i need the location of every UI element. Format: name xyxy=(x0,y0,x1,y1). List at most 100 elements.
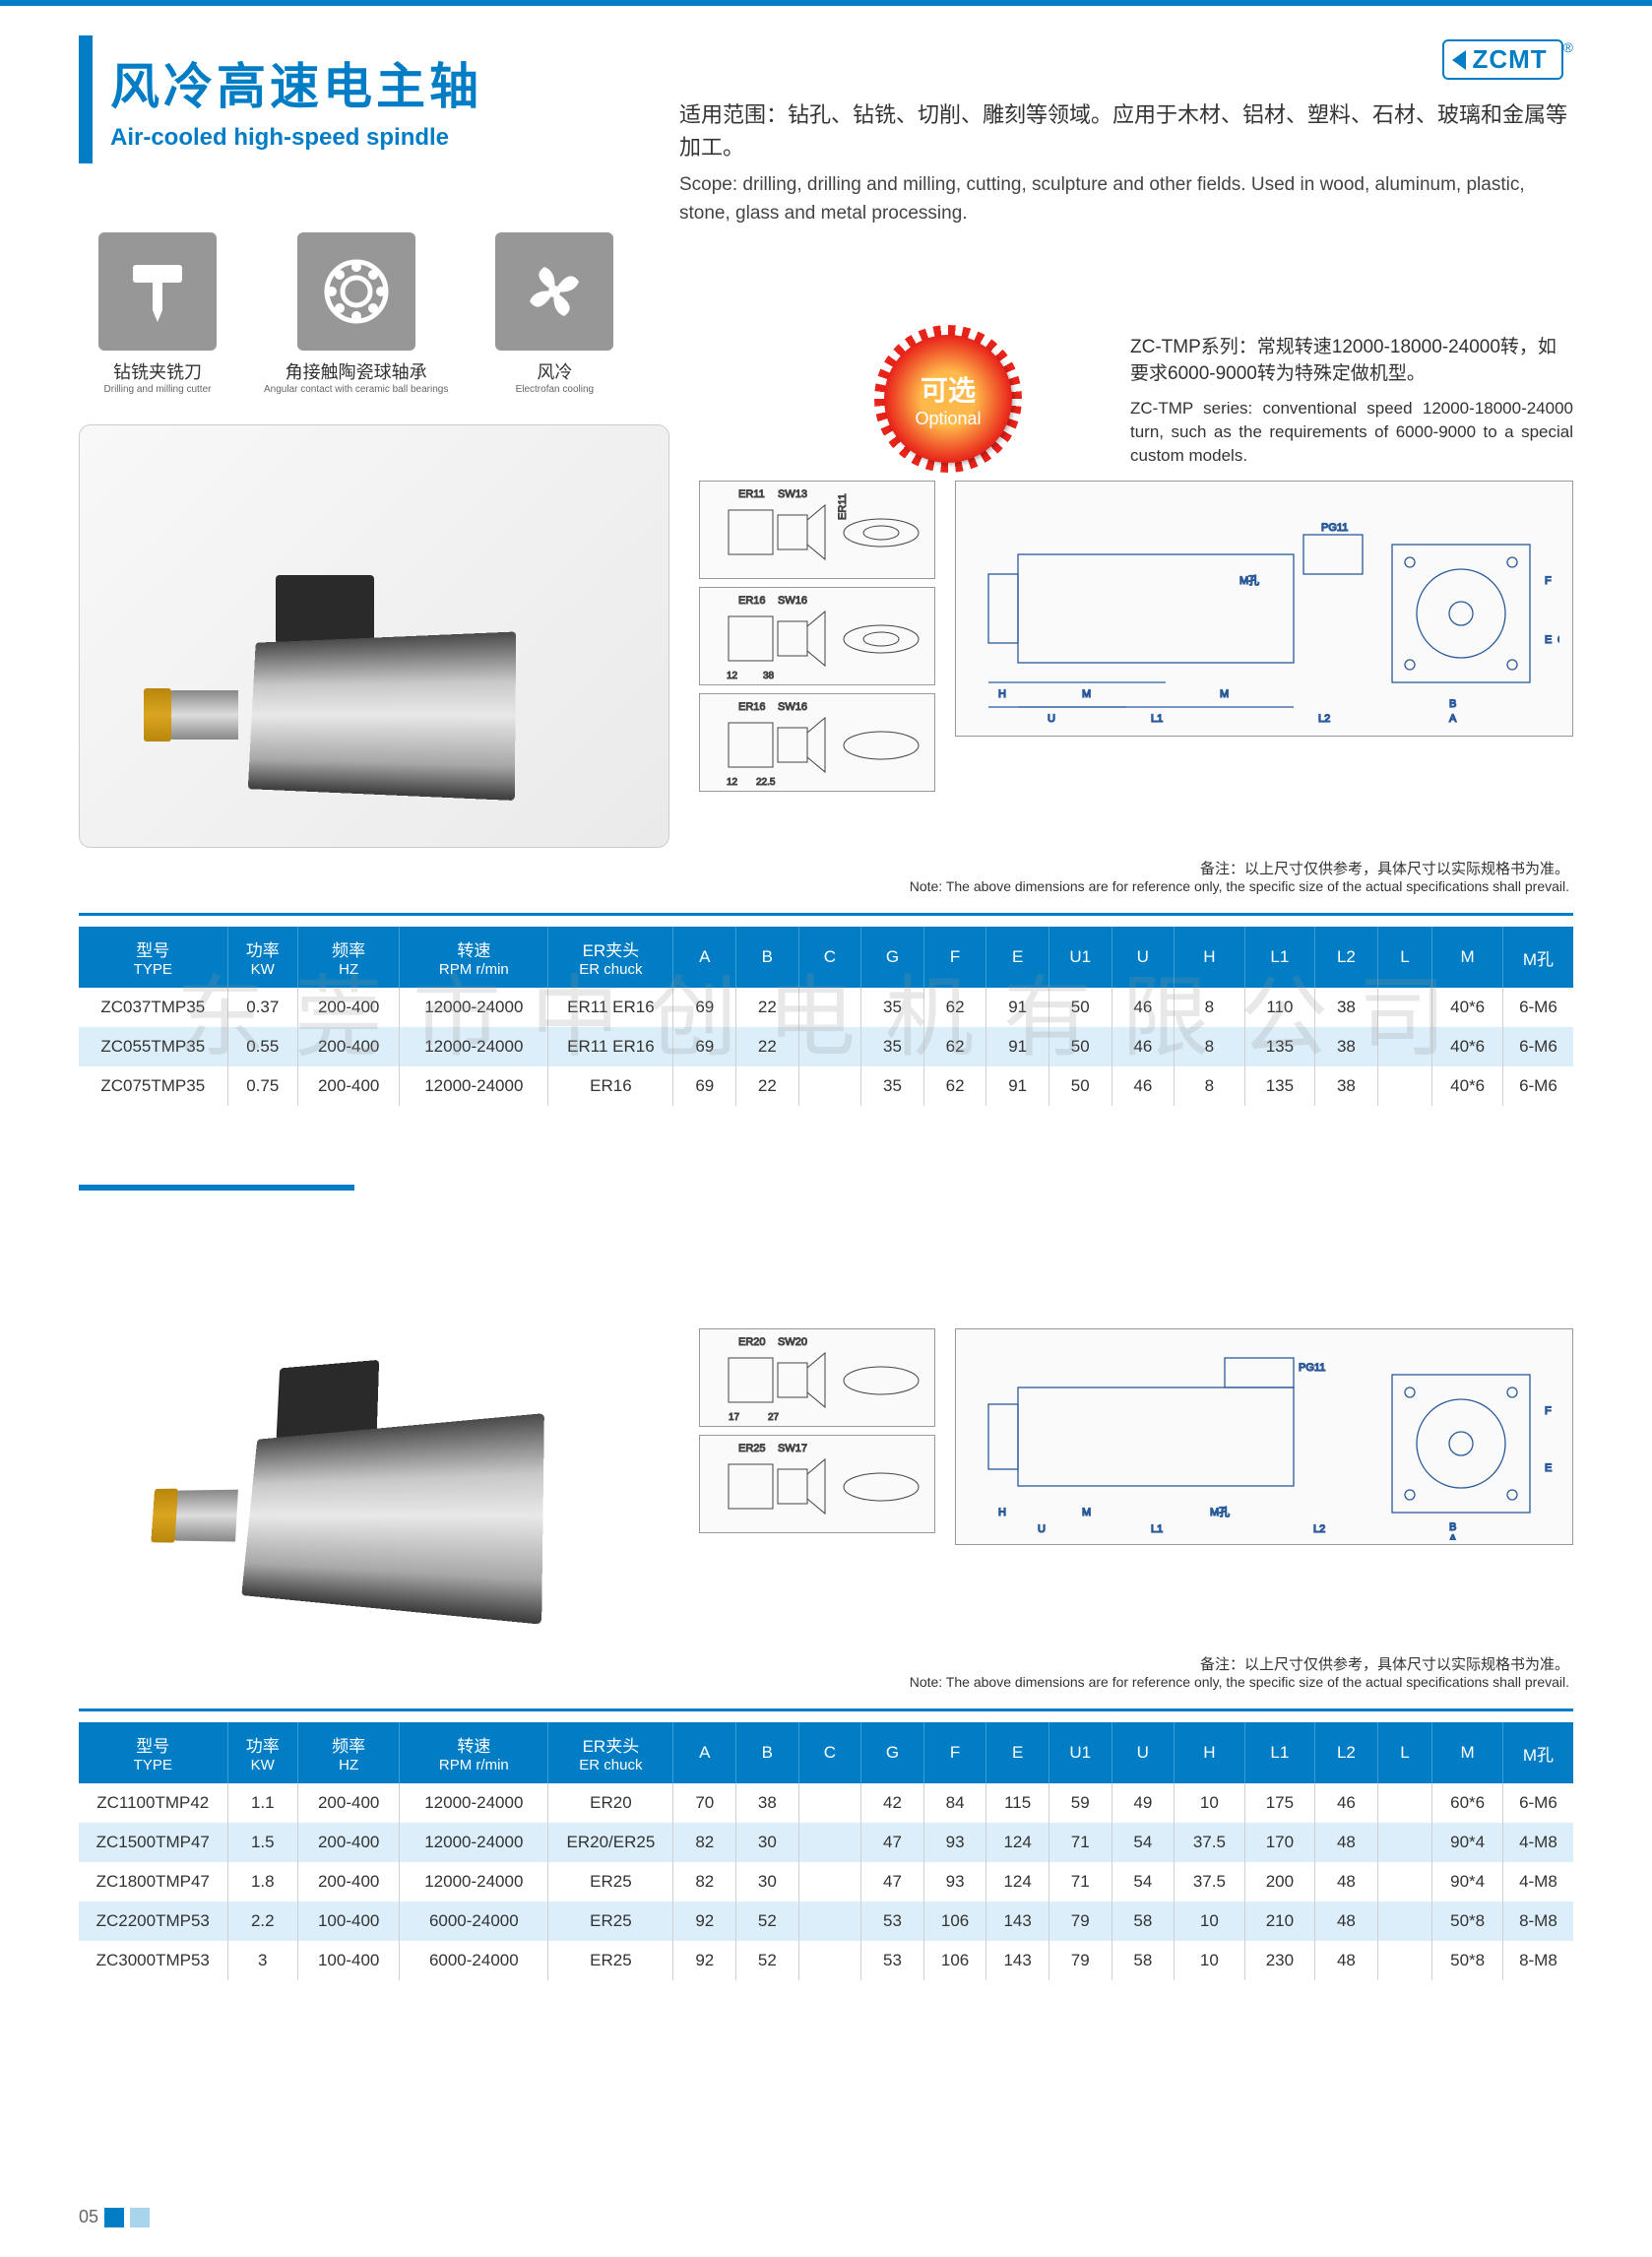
svg-text:M: M xyxy=(1082,688,1091,700)
table-header: B xyxy=(736,1722,799,1783)
title-cn: 风冷高速电主轴 xyxy=(110,47,482,118)
svg-text:ER16: ER16 xyxy=(738,701,766,713)
svg-text:U: U xyxy=(1038,1523,1046,1535)
svg-text:22.5: 22.5 xyxy=(756,777,776,787)
svg-text:E: E xyxy=(1545,634,1552,646)
table-header: C xyxy=(798,1722,861,1783)
chuck-diagram-er25: ER25 SW17 xyxy=(699,1435,935,1533)
note-1: 备注：以上尺寸仅供参考，具体尺寸以实际规格书为准。 Note: The abov… xyxy=(79,858,1573,895)
svg-text:SW20: SW20 xyxy=(778,1336,807,1348)
svg-text:A: A xyxy=(1449,1533,1457,1540)
table-header: F xyxy=(923,927,986,988)
svg-text:H: H xyxy=(998,1507,1006,1518)
table-header: L2 xyxy=(1315,1722,1378,1783)
table-header: M xyxy=(1432,1722,1503,1783)
table-header: H xyxy=(1175,927,1245,988)
table-header: U1 xyxy=(1048,1722,1112,1783)
svg-text:ER11: ER11 xyxy=(738,488,765,500)
title-en: Air-cooled high-speed spindle xyxy=(110,124,482,152)
tech-diagrams-2: ER20SW201727 ER25SW17 PG11 HMM孔 UL1L2 xyxy=(699,1230,1573,1644)
chuck-diagram-er11: ER11SW13ER11 xyxy=(699,481,935,579)
svg-text:SW17: SW17 xyxy=(778,1443,807,1454)
note-2: 备注：以上尺寸仅供参考，具体尺寸以实际规格书为准。 Note: The abov… xyxy=(79,1653,1573,1691)
table-header: L xyxy=(1377,1722,1432,1783)
table-header: 功率KW xyxy=(227,927,298,988)
brand-text: ZCMT xyxy=(1472,44,1547,75)
scope-cn: 适用范围：钻孔、钻铣、切削、雕刻等领域。应用于木材、铝材、塑料、石材、玻璃和金属… xyxy=(679,98,1573,163)
table-header: U xyxy=(1112,1722,1175,1783)
bearing-icon xyxy=(297,232,415,351)
svg-text:H: H xyxy=(998,688,1006,700)
scope-text: 适用范围：钻孔、钻铣、切削、雕刻等领域。应用于木材、铝材、塑料、石材、玻璃和金属… xyxy=(679,98,1573,227)
svg-text:M孔: M孔 xyxy=(1239,574,1259,587)
section-divider xyxy=(79,1185,354,1191)
table-header: G xyxy=(861,927,924,988)
table-row: ZC075TMP350.75200-40012000-24000ER166922… xyxy=(79,1066,1573,1106)
table-divider-2 xyxy=(79,1709,1573,1718)
section-2: ER20SW201727 ER25SW17 PG11 HMM孔 UL1L2 xyxy=(0,1200,1652,2000)
svg-text:L1: L1 xyxy=(1151,1523,1163,1535)
table-header: U1 xyxy=(1048,927,1112,988)
svg-text:E: E xyxy=(1545,1462,1552,1474)
svg-text:ER20: ER20 xyxy=(738,1336,766,1348)
table-header: 转速RPM r/min xyxy=(400,927,548,988)
svg-text:M: M xyxy=(1082,1507,1091,1518)
product-photo-2 xyxy=(79,1230,669,1644)
svg-text:SW16: SW16 xyxy=(778,595,807,607)
svg-text:17: 17 xyxy=(729,1412,740,1422)
table-header: 转速RPM r/min xyxy=(400,1722,548,1783)
svg-text:38: 38 xyxy=(763,671,775,680)
scope-en: Scope: drilling, drilling and milling, c… xyxy=(679,171,1573,227)
table-row: ZC2200TMP532.2100-4006000-24000ER2592525… xyxy=(79,1902,1573,1941)
icon-bearing: 角接触陶瓷球轴承 Angular contact with ceramic ba… xyxy=(264,232,448,395)
svg-text:ER25: ER25 xyxy=(738,1443,766,1454)
table-header: U xyxy=(1112,927,1175,988)
table-header: 型号TYPE xyxy=(79,927,227,988)
title-accent xyxy=(79,35,93,163)
page: ZCMT® 风冷高速电主轴 Air-cooled high-speed spin… xyxy=(0,0,1652,2257)
table-header: M孔 xyxy=(1502,1722,1573,1783)
icon-drilling: 钻铣夹铣刀 Drilling and milling cutter xyxy=(98,232,217,395)
table-row: ZC1100TMP421.1200-40012000-24000ER207038… xyxy=(79,1783,1573,1823)
svg-text:G: G xyxy=(1557,634,1559,646)
svg-text:12: 12 xyxy=(727,777,738,787)
table-header: A xyxy=(673,1722,736,1783)
svg-text:L2: L2 xyxy=(1318,713,1330,725)
table-header: G xyxy=(861,1722,924,1783)
table-header: B xyxy=(736,927,799,988)
table-header: 功率KW xyxy=(227,1722,298,1783)
icon-fan: 风冷 Electrofan cooling xyxy=(495,232,613,395)
svg-text:B: B xyxy=(1449,698,1456,710)
svg-text:12: 12 xyxy=(727,671,738,680)
svg-text:SW16: SW16 xyxy=(778,701,807,713)
side-front-diagram-1: PG11 H M M U L1 L2 M孔 BA FEG xyxy=(955,481,1573,737)
section-1: ER11SW13ER11 ER16SW161238 ER16SW161222.5… xyxy=(0,395,1652,1126)
table-header: A xyxy=(673,927,736,988)
table-header: E xyxy=(986,1722,1049,1783)
table-row: ZC1800TMP471.8200-40012000-24000ER258230… xyxy=(79,1862,1573,1902)
table-header: L2 xyxy=(1315,927,1378,988)
table-divider xyxy=(79,913,1573,923)
svg-text:B: B xyxy=(1449,1521,1456,1533)
table-header: C xyxy=(798,927,861,988)
svg-text:M: M xyxy=(1220,688,1229,700)
svg-text:PG11: PG11 xyxy=(1321,522,1348,534)
table-header: L1 xyxy=(1244,1722,1315,1783)
table-header: ER夹头ER chuck xyxy=(548,1722,673,1783)
svg-text:M孔: M孔 xyxy=(1210,1506,1230,1518)
tech-diagrams-1: ER11SW13ER11 ER16SW161238 ER16SW161222.5… xyxy=(699,424,1573,848)
svg-text:F: F xyxy=(1545,1405,1552,1417)
drilling-cutter-icon xyxy=(98,232,217,351)
svg-text:A: A xyxy=(1449,713,1457,725)
table-header: M孔 xyxy=(1502,927,1573,988)
svg-text:SW13: SW13 xyxy=(778,488,807,500)
table-header: ER夹头ER chuck xyxy=(548,927,673,988)
table-header: L1 xyxy=(1244,927,1315,988)
table-header: F xyxy=(923,1722,986,1783)
page-number: 05 xyxy=(79,2207,150,2227)
side-front-diagram-2: PG11 HMM孔 UL1L2 BA FE xyxy=(955,1328,1573,1545)
chuck-diagram-er16b: ER16 SW16 12 22.5 xyxy=(699,693,935,792)
svg-text:27: 27 xyxy=(768,1412,780,1422)
svg-text:L1: L1 xyxy=(1151,713,1163,725)
svg-text:U: U xyxy=(1048,713,1055,725)
